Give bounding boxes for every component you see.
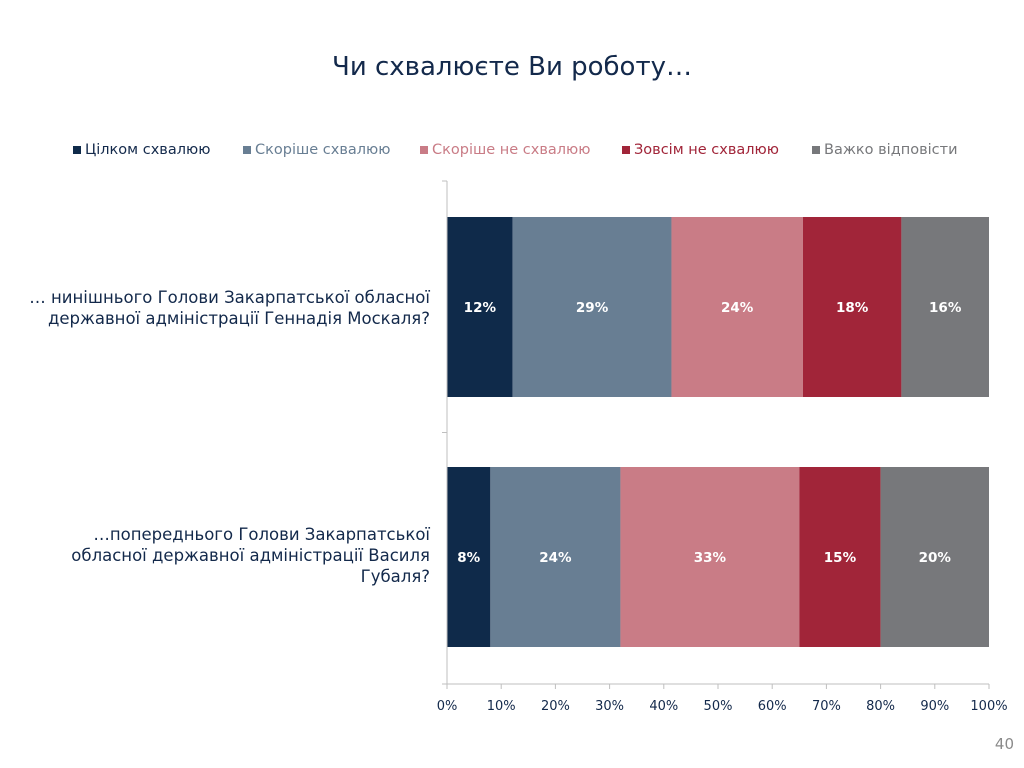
x-tick-label: 10% (487, 699, 516, 714)
category-label-line: …попереднього Голови Закарпатської (93, 524, 430, 544)
legend-item: Цілком схвалюю (73, 140, 210, 160)
legend-swatch (622, 146, 630, 154)
chart-legend: Цілком схвалюю Скоріше схвалюю Скоріше не … (0, 140, 1024, 162)
x-tick-label: 60% (758, 699, 787, 714)
category-label-line: державної адміністрації Геннадія Москаля… (47, 309, 430, 328)
data-label: 24% (539, 550, 572, 566)
x-tick-label: 90% (920, 699, 949, 714)
legend-item: Скоріше схвалюю (243, 140, 390, 160)
x-tick-label: 80% (866, 699, 895, 714)
bar-segment (512, 217, 672, 397)
data-label: 16% (929, 300, 962, 316)
legend-label: Зовсім не схвалюю (634, 142, 779, 158)
legend-item: Важко відповісти (812, 140, 958, 160)
legend-swatch (420, 146, 428, 154)
data-label: 15% (824, 550, 857, 566)
chart-title: Чи схвалюєте Ви роботу… (332, 52, 692, 82)
bar-segment (447, 467, 491, 647)
x-tick-label: 70% (812, 699, 841, 714)
legend-label: Скоріше не схвалюю (432, 142, 591, 158)
legend-label: Скоріше схвалюю (255, 142, 391, 158)
category-label: … нинішнього Голови Закарпатської обласн… (0, 287, 430, 329)
bar-segment (901, 217, 989, 397)
x-tick-label: 0% (437, 699, 458, 714)
data-label: 12% (464, 300, 497, 316)
bar-segment (671, 217, 803, 397)
x-tick-label: 20% (541, 699, 570, 714)
bar-segment (490, 467, 621, 647)
legend-item: Скоріше не схвалюю (420, 140, 590, 160)
data-label: 33% (694, 550, 727, 566)
category-label-line: … нинішнього Голови Закарпатської обласн… (29, 288, 430, 307)
x-tick-label: 50% (704, 699, 733, 714)
x-tick-label: 40% (649, 699, 678, 714)
legend-label: Цілком схвалюю (85, 142, 211, 158)
bar-segment (447, 217, 513, 397)
legend-item: Зовсім не схвалюю (622, 140, 779, 160)
legend-swatch (243, 146, 251, 154)
category-label-line: Губаля? (360, 566, 430, 586)
category-label: …попереднього Голови Закарпатської обласн… (0, 524, 430, 587)
legend-label: Важко відповісти (824, 142, 958, 158)
x-tick-label: 100% (970, 699, 1007, 714)
data-label: 8% (457, 550, 480, 566)
legend-swatch (73, 146, 81, 154)
page-number: 40 (994, 735, 1014, 753)
bar-segment (620, 467, 800, 647)
legend-swatch (812, 146, 820, 154)
data-label: 20% (919, 550, 952, 566)
bar-segment (802, 217, 902, 397)
bar-segment (799, 467, 881, 647)
data-label: 24% (721, 300, 754, 316)
category-label-line: обласної державної адміністрації Василя (71, 545, 430, 565)
x-tick-label: 30% (595, 699, 624, 714)
data-label: 29% (576, 300, 609, 316)
bar-segment (880, 467, 989, 647)
data-label: 18% (836, 300, 869, 316)
